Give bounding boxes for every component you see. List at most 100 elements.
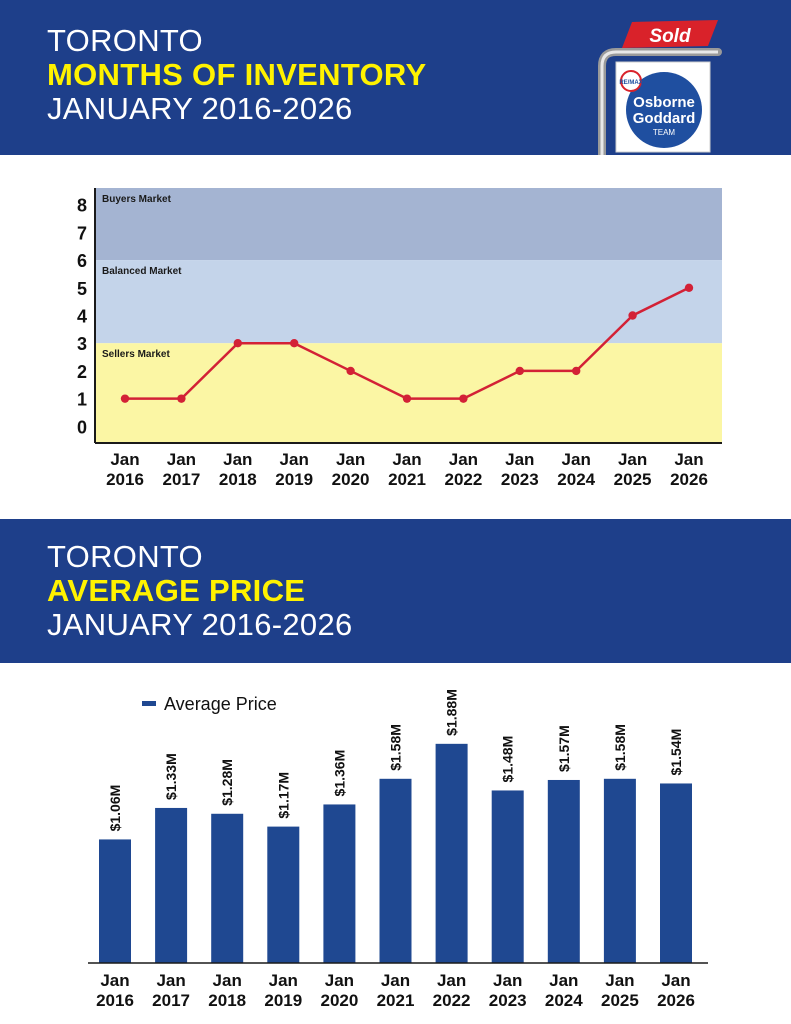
sold-sign-text: Sold xyxy=(649,26,691,47)
price-bars xyxy=(99,743,692,963)
bar-2022 xyxy=(435,743,468,963)
inventory-point-2024 xyxy=(572,366,581,376)
y-tick-3: 3 xyxy=(77,334,87,354)
bar-label-2019: $1.17M xyxy=(275,772,291,819)
inventory-point-2019 xyxy=(290,339,299,348)
bar-x-tick-year-2026: 2026 xyxy=(657,991,695,1010)
inventory-period: JANUARY 2016-2026 xyxy=(47,91,353,126)
bar-x-tick-labels: Jan2016Jan2017Jan2018Jan2019Jan2020Jan20… xyxy=(96,971,695,1010)
bar-label-2025: $1.58M xyxy=(612,724,628,771)
x-tick-month-2026: Jan xyxy=(674,450,703,469)
inventory-point-2020 xyxy=(346,366,355,376)
osborne-goddard-logo: Sold RE/MAX Osborne Goddard TEAM xyxy=(598,20,722,155)
zone-label-1: Balanced Market xyxy=(102,266,182,277)
bar-x-tick-month-2025: Jan xyxy=(605,971,634,990)
remax-brand: RE/MAX xyxy=(619,80,642,86)
inventory-point-2017 xyxy=(177,394,186,403)
price-data-labels: $1.06M $1.33M $1.28M $1.17M $1.36M $1.58M $1.8… xyxy=(107,689,684,831)
bar-x-tick-year-2017: 2017 xyxy=(152,991,190,1010)
line-chart-axes xyxy=(94,188,722,444)
bar-label-2018: $1.28M xyxy=(219,759,235,806)
bar-label-2021: $1.58M xyxy=(388,724,404,771)
bar-x-tick-year-2024: 2024 xyxy=(545,991,583,1010)
bar-label-2017: $1.33M xyxy=(163,753,179,800)
y-tick-4: 4 xyxy=(77,307,87,327)
bar-x-tick-year-2019: 2019 xyxy=(264,991,302,1010)
x-tick-year-2025: 2025 xyxy=(614,470,652,489)
x-tick-year-2020: 2020 xyxy=(332,470,370,489)
bar-2017 xyxy=(155,807,188,963)
price-header: TORONTO AVERAGE PRICE JANUARY 2016-2026 xyxy=(0,519,791,663)
y-tick-7: 7 xyxy=(77,223,87,243)
inventory-point-2021 xyxy=(402,394,412,403)
bar-2025 xyxy=(603,778,636,963)
x-tick-labels: Jan2016Jan2017Jan2018Jan2019Jan2020Jan20… xyxy=(106,450,708,489)
bar-x-tick-month-2021: Jan xyxy=(381,971,410,990)
bar-2018 xyxy=(211,813,244,963)
bar-x-tick-year-2025: 2025 xyxy=(601,991,639,1010)
inventory-point-2023 xyxy=(515,366,524,376)
inventory-point-2026 xyxy=(684,283,694,292)
bar-x-tick-month-2022: Jan xyxy=(437,971,466,990)
zone-1 xyxy=(95,260,722,344)
bar-x-tick-year-2018: 2018 xyxy=(208,991,246,1010)
average-price-chart: Average Price $1.06M$1.33M $1.28M $1.17M $1… xyxy=(88,689,708,1010)
x-tick-year-2026: 2026 xyxy=(670,470,708,489)
market-zones: Buyers Market Balanced Market Sellers Mark… xyxy=(95,188,722,443)
x-tick-month-2024: Jan xyxy=(562,450,591,469)
x-tick-year-2023: 2023 xyxy=(501,470,539,489)
bar-legend: Average Price xyxy=(142,694,277,714)
x-tick-year-2024: 2024 xyxy=(557,470,595,489)
x-tick-year-2017: 2017 xyxy=(162,470,200,489)
legend-label: Average Price xyxy=(164,694,277,714)
inventory-point-2016 xyxy=(120,394,130,403)
bar-label-2026: $1.54M xyxy=(668,729,684,776)
x-tick-month-2021: Jan xyxy=(392,450,421,469)
bar-2016 xyxy=(99,839,131,963)
bar-label-2024: $1.57M xyxy=(556,725,572,772)
zone-2 xyxy=(95,343,722,443)
x-tick-year-2018: 2018 xyxy=(219,470,257,489)
x-tick-month-2022: Jan xyxy=(449,450,478,469)
y-tick-5: 5 xyxy=(77,279,87,299)
inventory-city: TORONTO xyxy=(47,23,203,58)
logo-name-line3: TEAM xyxy=(653,128,676,137)
price-city: TORONTO xyxy=(47,539,203,574)
inventory-metric-title: MONTHS OF INVENTORY xyxy=(47,57,427,92)
bar-x-tick-year-2022: 2022 xyxy=(433,991,471,1010)
bar-2021 xyxy=(379,778,412,963)
bar-x-tick-year-2021: 2021 xyxy=(377,991,415,1010)
y-tick-8: 8 xyxy=(77,196,87,216)
inventory-header: TORONTO MONTHS OF INVENTORY JANUARY 2016… xyxy=(0,0,791,155)
logo-name-line2: Goddard xyxy=(633,110,696,127)
inventory-point-2025 xyxy=(628,311,637,320)
bar-x-tick-month-2026: Jan xyxy=(661,971,690,990)
inventory-point-2022 xyxy=(459,394,468,403)
x-tick-month-2020: Jan xyxy=(336,450,365,469)
bar-2023 xyxy=(491,790,524,963)
bar-label-2022: $1.88M xyxy=(444,689,460,736)
bar-x-tick-month-2018: Jan xyxy=(213,971,242,990)
bar-label-2020: $1.36M xyxy=(331,750,347,797)
inventory-data-points xyxy=(120,283,694,403)
y-tick-0: 0 xyxy=(77,417,87,437)
inventory-point-2018 xyxy=(233,339,242,348)
zone-0 xyxy=(95,188,722,261)
bar-x-tick-month-2020: Jan xyxy=(325,971,354,990)
x-tick-month-2018: Jan xyxy=(223,450,252,469)
bar-label-2016: $1.06M xyxy=(107,785,123,832)
bar-label-2023: $1.48M xyxy=(500,736,516,783)
bar-x-tick-year-2016: 2016 xyxy=(96,991,134,1010)
bar-2020 xyxy=(323,804,356,963)
y-tick-labels: 0 1 2 3 4 5 6 7 8 xyxy=(77,196,87,438)
bar-x-tick-month-2017: Jan xyxy=(156,971,185,990)
zone-label-2: Sellers Market xyxy=(102,349,170,360)
zone-label-0: Buyers Market xyxy=(102,194,172,205)
bar-x-tick-month-2023: Jan xyxy=(493,971,522,990)
y-tick-2: 2 xyxy=(77,362,87,382)
bar-x-tick-month-2019: Jan xyxy=(269,971,298,990)
y-tick-1: 1 xyxy=(77,390,87,410)
bar-2026 xyxy=(660,783,692,963)
x-tick-year-2022: 2022 xyxy=(444,470,482,489)
price-metric-title: AVERAGE PRICE xyxy=(47,573,306,608)
